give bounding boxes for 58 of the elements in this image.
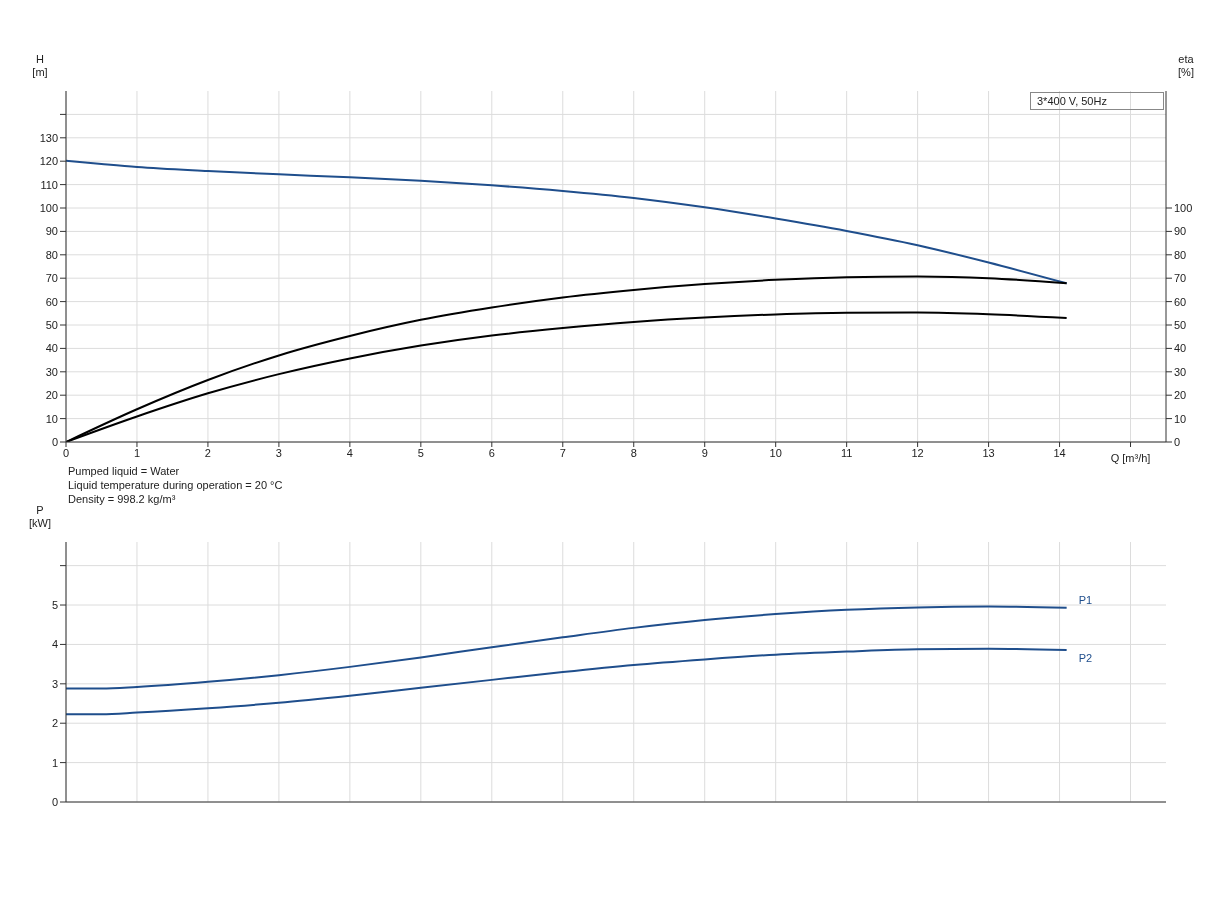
y2-tick-label: 100 bbox=[1174, 201, 1193, 214]
y-tick-label: 110 bbox=[40, 178, 58, 191]
y-tick-label: 30 bbox=[45, 365, 58, 378]
y-tick-label: 120 bbox=[39, 155, 58, 168]
x-tick-label: 14 bbox=[1053, 446, 1066, 459]
y2-tick-label: 10 bbox=[1174, 412, 1187, 425]
y2-tick-label: 0 bbox=[1174, 435, 1181, 448]
x-tick-label: 5 bbox=[417, 446, 424, 459]
y-tick-label: 130 bbox=[39, 131, 58, 144]
y2-tick-label: 80 bbox=[1174, 248, 1187, 261]
x-tick-label: 13 bbox=[982, 446, 995, 459]
series-label: P1 bbox=[1078, 593, 1093, 606]
y-tick-label: 0 bbox=[51, 795, 58, 808]
y-tick-label: 1 bbox=[51, 756, 58, 769]
y2-tick-label: 20 bbox=[1174, 389, 1187, 402]
line-series bbox=[66, 605, 1068, 690]
y-tick-label: 4 bbox=[51, 638, 58, 651]
annotation: 3*400 V, 50Hz bbox=[1030, 92, 1164, 110]
y-tick-label: 50 bbox=[45, 318, 58, 331]
y2-tick-label: 40 bbox=[1174, 342, 1187, 355]
y-tick-label: 3 bbox=[51, 677, 58, 690]
y-tick-label: 80 bbox=[45, 248, 58, 261]
x-tick-label: 11 bbox=[840, 446, 853, 459]
y-tick-label: 20 bbox=[45, 389, 58, 402]
y-tick-label: 40 bbox=[45, 342, 58, 355]
x-tick-label: 12 bbox=[911, 446, 924, 459]
y2-axis-title: eta [%] bbox=[1178, 53, 1195, 78]
y-tick-label: 2 bbox=[51, 717, 58, 730]
x-axis-title: Q [m³/h] bbox=[1110, 452, 1151, 464]
text: Liquid temperature during operation = 20 °C bbox=[68, 478, 284, 492]
y2-tick-label: 50 bbox=[1174, 318, 1187, 331]
y-axis-title: H [m] bbox=[32, 53, 48, 78]
x-tick-label: 4 bbox=[346, 446, 353, 459]
x-tick-label: 6 bbox=[488, 446, 495, 459]
y-tick-label: 90 bbox=[45, 225, 58, 238]
y-axis-title: P [kW] bbox=[29, 504, 51, 529]
x-tick-label: 9 bbox=[701, 446, 708, 459]
y2-tick-label: 30 bbox=[1174, 365, 1187, 378]
y-tick-label: 10 bbox=[45, 412, 58, 425]
y-tick-label: 0 bbox=[51, 435, 58, 448]
x-tick-label: 7 bbox=[559, 446, 566, 459]
y2-tick-label: 70 bbox=[1174, 272, 1187, 285]
y2-tick-label: 60 bbox=[1174, 295, 1187, 308]
x-tick-label: 10 bbox=[769, 446, 782, 459]
x-tick-label: 2 bbox=[204, 446, 211, 459]
y-tick-label: 5 bbox=[51, 598, 58, 611]
x-tick-label: 0 bbox=[62, 446, 70, 459]
text: Density = 998.2 kg/m³ bbox=[68, 492, 177, 506]
y-tick-label: 60 bbox=[45, 295, 58, 308]
y-tick-label: 100 bbox=[39, 201, 58, 214]
y-tick-label: 70 bbox=[45, 272, 58, 285]
x-tick-label: 3 bbox=[275, 446, 282, 459]
text: Pumped liquid = Water bbox=[68, 464, 181, 478]
y2-tick-label: 90 bbox=[1174, 225, 1187, 238]
line-series bbox=[66, 647, 1068, 716]
x-tick-label: 8 bbox=[630, 446, 637, 459]
x-tick-label: 1 bbox=[133, 446, 141, 459]
series-label: P2 bbox=[1078, 651, 1093, 664]
